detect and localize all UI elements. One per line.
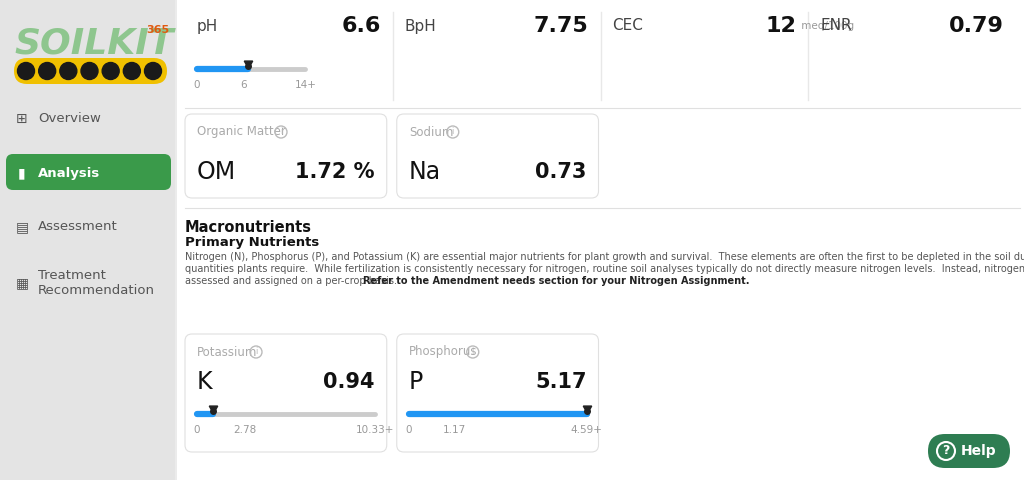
Text: 12: 12 [765, 16, 797, 36]
FancyBboxPatch shape [396, 114, 598, 198]
Circle shape [39, 62, 55, 80]
Text: CEC: CEC [612, 19, 643, 34]
Text: pH: pH [197, 19, 218, 34]
Text: Sodium: Sodium [409, 125, 454, 139]
Text: Treatment
Recommendation: Treatment Recommendation [38, 269, 155, 297]
Text: Phosphorus: Phosphorus [409, 346, 477, 359]
Text: Potassium: Potassium [197, 346, 257, 359]
FancyBboxPatch shape [185, 334, 387, 452]
Text: 1.72 %: 1.72 % [295, 162, 375, 182]
Circle shape [17, 62, 35, 80]
Text: 2.78: 2.78 [233, 425, 256, 435]
Text: 0.73: 0.73 [536, 162, 587, 182]
Text: i: i [452, 128, 454, 136]
Text: Macronutrients: Macronutrients [185, 220, 312, 235]
Circle shape [123, 62, 140, 80]
Text: assessed and assigned on a per-crop basis.: assessed and assigned on a per-crop basi… [185, 276, 403, 286]
Text: Refer to the Amendment needs section for your Nitrogen Assignment.: Refer to the Amendment needs section for… [364, 276, 750, 286]
Text: quantities plants require.  While fertilization is consistently necessary for ni: quantities plants require. While fertili… [185, 264, 1024, 274]
Circle shape [144, 62, 162, 80]
Text: Nitrogen (N), Phosphorus (P), and Potassium (K) are essential major nutrients fo: Nitrogen (N), Phosphorus (P), and Potass… [185, 252, 1024, 262]
Text: i: i [472, 348, 474, 357]
Text: 5.17: 5.17 [535, 372, 587, 392]
Text: meq/100g: meq/100g [799, 21, 854, 31]
Text: 14+: 14+ [295, 80, 316, 90]
Text: 0: 0 [194, 80, 201, 90]
Text: 0.79: 0.79 [949, 16, 1004, 36]
FancyBboxPatch shape [396, 334, 598, 452]
Text: 0.94: 0.94 [324, 372, 375, 392]
Text: ▮: ▮ [18, 166, 26, 180]
Text: ?: ? [942, 444, 949, 457]
Text: 0: 0 [406, 425, 412, 435]
Text: 0: 0 [194, 425, 201, 435]
FancyBboxPatch shape [177, 0, 1024, 480]
FancyBboxPatch shape [185, 114, 387, 198]
Text: OM: OM [197, 160, 237, 184]
Text: P: P [409, 370, 423, 394]
FancyBboxPatch shape [0, 0, 175, 480]
FancyBboxPatch shape [6, 154, 171, 190]
Circle shape [59, 62, 77, 80]
Text: 365: 365 [146, 25, 169, 35]
Text: ENR: ENR [820, 19, 852, 34]
Text: Analysis: Analysis [38, 167, 100, 180]
Text: ⊞: ⊞ [16, 112, 28, 126]
Text: SOILKIT: SOILKIT [14, 27, 173, 61]
FancyBboxPatch shape [928, 434, 1010, 468]
Circle shape [102, 62, 119, 80]
Text: ▤: ▤ [15, 220, 29, 234]
Text: 6.6: 6.6 [341, 16, 381, 36]
Text: Na: Na [409, 160, 441, 184]
FancyBboxPatch shape [14, 58, 167, 84]
Text: K: K [197, 370, 213, 394]
Text: 4.59+: 4.59+ [570, 425, 602, 435]
Text: 1.17: 1.17 [442, 425, 466, 435]
Text: Assessment: Assessment [38, 220, 118, 233]
Text: BpH: BpH [404, 19, 436, 34]
Text: 6: 6 [241, 80, 247, 90]
Text: 10.33+: 10.33+ [355, 425, 394, 435]
Text: Help: Help [961, 444, 996, 458]
Text: Overview: Overview [38, 112, 101, 125]
Circle shape [81, 62, 98, 80]
Text: Organic Matter: Organic Matter [197, 125, 286, 139]
Text: i: i [255, 348, 257, 357]
Text: ▦: ▦ [15, 276, 29, 290]
Text: Primary Nutrients: Primary Nutrients [185, 236, 319, 249]
Text: 7.75: 7.75 [534, 16, 589, 36]
Text: i: i [280, 128, 283, 136]
